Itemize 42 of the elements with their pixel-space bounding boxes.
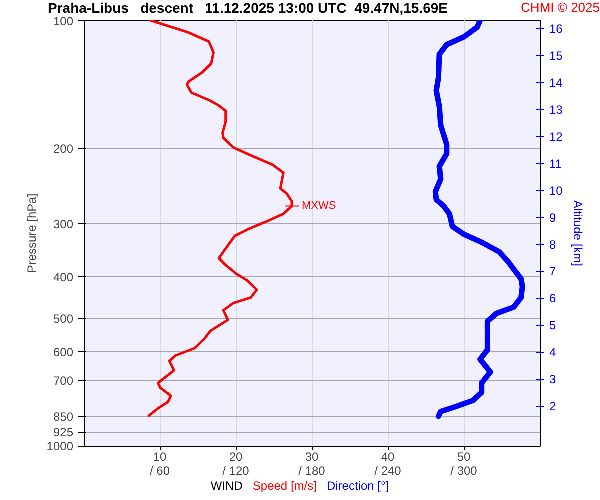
y-tick-label: 300 xyxy=(53,217,74,232)
y2-tick-label: 15 xyxy=(550,49,564,64)
text: CHMI © 2025 xyxy=(521,0,600,16)
text: Direction [°] xyxy=(326,479,390,493)
y-tick-label: 925 xyxy=(53,426,74,440)
x-tick-label: 20 xyxy=(229,450,243,464)
y2-tick-label: 16 xyxy=(550,22,564,36)
x-tick-label: 50 xyxy=(457,450,471,464)
x-axis-title: WIND xyxy=(210,479,243,493)
y-tick-label: 700 xyxy=(53,374,74,388)
y2-tick-label: 8 xyxy=(550,238,556,252)
y2-tick-label: 11 xyxy=(550,156,562,171)
y2-tick-label: 2 xyxy=(550,400,556,414)
y-tick-label: 850 xyxy=(53,410,74,424)
x2-tick-label: / 180 xyxy=(298,464,326,478)
x2-tick-label: / 300 xyxy=(450,464,478,478)
y2-tick-label: 9 xyxy=(550,210,556,225)
x-tick-label: 40 xyxy=(381,450,395,464)
annotation: MXWS xyxy=(302,200,336,212)
y2-tick-label: 13 xyxy=(550,102,564,117)
y2-tick-label: 14 xyxy=(550,76,564,90)
y2-tick-label: 5 xyxy=(550,318,556,333)
y-tick-label: 200 xyxy=(53,142,74,156)
x2-tick-label: / 120 xyxy=(222,464,250,478)
y2-tick-label: 4 xyxy=(550,346,556,360)
y2-axis-title: Altitude [km] xyxy=(570,200,585,267)
x2-tick-label: / 240 xyxy=(374,464,402,478)
y2-tick-label: 7 xyxy=(550,264,556,279)
x-tick-label: 10 xyxy=(153,450,167,464)
y2-tick-label: 6 xyxy=(550,292,556,306)
y2-tick-label: 10 xyxy=(550,184,564,198)
y-tick-label: 600 xyxy=(53,345,74,360)
y-tick-label: 100 xyxy=(53,14,74,28)
y2-tick-label: 3 xyxy=(550,372,556,387)
text: Speed [m/s] xyxy=(252,479,317,493)
y-tick-label: 400 xyxy=(53,270,74,284)
chart-title: Praha-Libus descent 11.12.2025 13:00 UTC 49.47N,15.69E xyxy=(47,0,448,16)
y2-tick-label: 12 xyxy=(550,130,564,144)
y-tick-label: 500 xyxy=(53,312,74,326)
x-tick-label: 30 xyxy=(305,450,319,464)
y-axis-title: Pressure [hPa] xyxy=(24,194,39,274)
x2-tick-label: / 60 xyxy=(150,464,170,478)
